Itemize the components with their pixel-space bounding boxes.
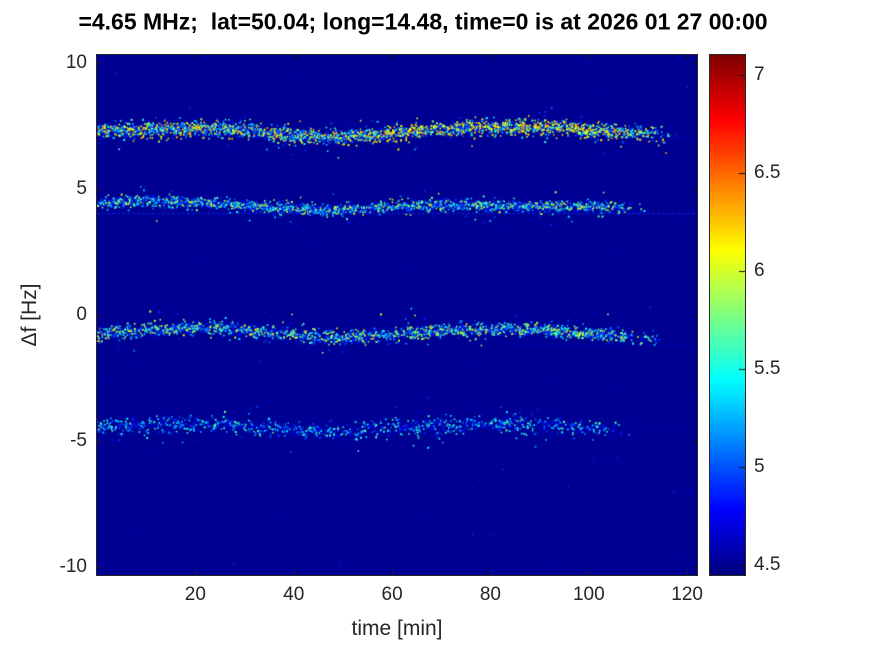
x-tick-label-80: 80: [479, 584, 501, 605]
colorbar-tick-label-7: 7: [754, 63, 765, 85]
y-tick-label--5: -5: [70, 430, 87, 452]
colorbar-canvas: [710, 55, 745, 575]
x-tick-label-120: 120: [671, 584, 703, 605]
x-tick-label-20: 20: [184, 584, 206, 605]
colorbar-tick-label-6.5: 6.5: [754, 161, 781, 183]
y-tick-label--10: -10: [59, 556, 87, 578]
x-tick-label-40: 40: [283, 584, 305, 605]
colorbar-tick-label-5: 5: [754, 456, 765, 478]
colorbar-tick-label-4.5: 4.5: [754, 554, 781, 576]
x-axis-label: time [min]: [351, 617, 443, 640]
y-tick-label-10: 10: [65, 51, 87, 73]
y-tick-label-5: 5: [76, 177, 87, 199]
colorbar-tick-label-6: 6: [754, 259, 765, 281]
x-tick-label-100: 100: [572, 584, 605, 605]
spectrogram-canvas: [97, 55, 697, 575]
plot-area: [96, 54, 698, 576]
colorbar-tick-label-5.5: 5.5: [754, 357, 781, 379]
colorbar: [709, 54, 746, 576]
chart-title: =4.65 MHz; lat=50.04; long=14.48, time=0…: [78, 8, 768, 35]
x-tick-label-60: 60: [381, 584, 403, 605]
y-tick-label-0: 0: [76, 304, 87, 325]
